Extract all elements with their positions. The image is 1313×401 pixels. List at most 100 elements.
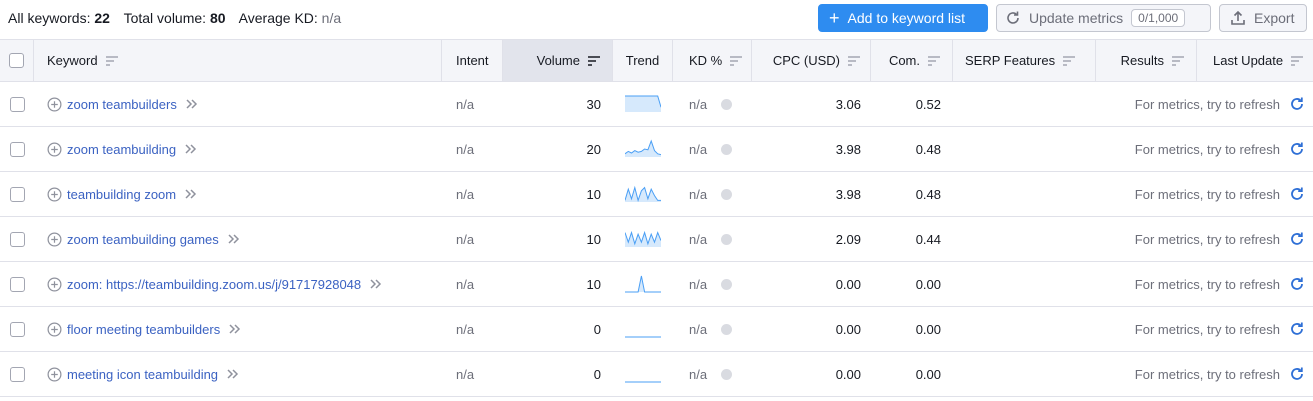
all-keywords-value: 22 xyxy=(94,10,110,26)
serp-features-cell xyxy=(953,307,1096,351)
add-keyword-icon[interactable] xyxy=(47,277,62,292)
column-header-trend: Trend xyxy=(613,40,673,81)
volume-cell: 10 xyxy=(586,231,601,247)
kd-indicator-dot xyxy=(721,368,733,380)
keyword-cell: teambuilding zoom xyxy=(34,172,442,216)
double-chevron-right-icon[interactable] xyxy=(369,278,383,290)
kd-value: n/a xyxy=(689,96,708,112)
keyword-link[interactable]: zoom teambuilders xyxy=(67,96,177,112)
average-kd-value: n/a xyxy=(321,10,342,26)
serp-features-cell xyxy=(953,172,1096,216)
keyword-cell: zoom teambuilding games xyxy=(34,217,442,261)
refresh-metrics-cell xyxy=(1289,127,1305,171)
column-header-serp-features[interactable]: SERP Features xyxy=(953,40,1096,81)
double-chevron-right-icon[interactable] xyxy=(227,233,241,245)
row-checkbox[interactable] xyxy=(9,231,25,247)
column-header-kd-label: KD % xyxy=(689,53,723,68)
refresh-icon[interactable] xyxy=(1289,186,1305,202)
table-row: teambuilding zoom n/a 10 n/a 3.98 0.48 F… xyxy=(0,172,1313,217)
kd-value: n/a xyxy=(689,141,708,157)
export-label: Export xyxy=(1254,10,1295,26)
add-keyword-icon[interactable] xyxy=(47,367,62,382)
row-select-cell xyxy=(0,352,34,396)
intent-cell: n/a xyxy=(456,96,475,112)
refresh-icon[interactable] xyxy=(1289,231,1305,247)
total-volume-value: 80 xyxy=(209,10,226,26)
row-checkbox[interactable] xyxy=(9,186,25,202)
row-select-cell xyxy=(0,127,34,171)
table-header: Keyword Intent Volume Trend KD % CPC (US… xyxy=(0,40,1313,82)
trend-sparkline xyxy=(625,381,661,383)
keyword-cell: zoom teambuilding xyxy=(34,127,442,171)
cpc-cell: 0.00 xyxy=(835,321,861,337)
volume-cell: 10 xyxy=(586,276,601,292)
keyword-link[interactable]: zoom teambuilding games xyxy=(67,231,219,247)
refresh-icon[interactable] xyxy=(1289,141,1305,157)
column-header-last-update[interactable]: Last Update xyxy=(1197,40,1313,81)
trend-line xyxy=(625,185,661,203)
volume-cell: 30 xyxy=(586,96,601,112)
kd-value: n/a xyxy=(689,366,708,382)
keyword-link[interactable]: teambuilding zoom xyxy=(67,186,177,202)
refresh-icon[interactable] xyxy=(1289,321,1305,337)
plus-icon: + xyxy=(829,8,840,28)
keyword-link[interactable]: floor meeting teambuilders xyxy=(67,321,221,337)
column-header-intent-label: Intent xyxy=(456,53,489,68)
row-checkbox[interactable] xyxy=(9,276,25,292)
row-checkbox[interactable] xyxy=(9,96,25,112)
intent-cell: n/a xyxy=(456,366,475,382)
com-cell: 0.48 xyxy=(915,186,941,202)
double-chevron-right-icon[interactable] xyxy=(184,188,198,200)
update-metrics-button[interactable]: Update metrics 0/1,000 xyxy=(996,4,1211,32)
export-button[interactable]: Export xyxy=(1219,4,1307,32)
add-keyword-icon[interactable] xyxy=(47,97,62,112)
keyword-table: Keyword Intent Volume Trend KD % CPC (US… xyxy=(0,39,1313,397)
kd-indicator-dot xyxy=(721,188,733,200)
add-keyword-icon[interactable] xyxy=(47,142,62,157)
column-header-cpc[interactable]: CPC (USD) xyxy=(752,40,871,81)
all-keywords-label: All keywords: xyxy=(8,10,91,26)
add-keyword-icon[interactable] xyxy=(47,232,62,247)
kd-cell: n/a xyxy=(673,307,752,351)
refresh-icon[interactable] xyxy=(1289,276,1305,292)
column-header-keyword[interactable]: Keyword xyxy=(34,40,442,81)
column-header-com[interactable]: Com. xyxy=(871,40,953,81)
trend-line xyxy=(625,139,661,156)
column-header-results-label: Results xyxy=(1120,53,1164,68)
kd-cell: n/a xyxy=(673,127,752,171)
trend-line xyxy=(625,275,661,293)
column-header-results[interactable]: Results xyxy=(1096,40,1197,81)
average-kd-label: Average KD: xyxy=(238,10,318,26)
row-checkbox[interactable] xyxy=(9,321,25,337)
refresh-metrics-cell xyxy=(1289,262,1305,306)
kd-cell: n/a xyxy=(673,352,752,396)
results-cell: For metrics, try to refresh xyxy=(1134,186,1280,202)
add-keyword-icon[interactable] xyxy=(47,322,62,337)
refresh-metrics-cell xyxy=(1289,307,1305,351)
keyword-link[interactable]: meeting icon teambuilding xyxy=(67,366,219,382)
trend-cell xyxy=(613,82,673,126)
trend-cell xyxy=(613,127,673,171)
row-checkbox[interactable] xyxy=(9,366,25,382)
column-header-kd[interactable]: KD % xyxy=(673,40,752,81)
double-chevron-right-icon[interactable] xyxy=(226,368,240,380)
row-checkbox[interactable] xyxy=(9,141,25,157)
column-header-volume[interactable]: Volume xyxy=(503,40,613,81)
cpc-cell: 0.00 xyxy=(835,276,861,292)
update-metrics-label: Update metrics xyxy=(1029,10,1124,26)
refresh-icon[interactable] xyxy=(1289,366,1305,382)
add-keyword-icon[interactable] xyxy=(47,187,62,202)
double-chevron-right-icon[interactable] xyxy=(184,143,198,155)
refresh-metrics-cell xyxy=(1289,172,1305,216)
keyword-link[interactable]: zoom: https://teambuilding.zoom.us/j/917… xyxy=(67,276,362,292)
select-all-checkbox[interactable] xyxy=(9,53,24,68)
double-chevron-right-icon[interactable] xyxy=(185,98,199,110)
refresh-icon[interactable] xyxy=(1289,96,1305,112)
double-chevron-right-icon[interactable] xyxy=(228,323,242,335)
add-to-keyword-list-button[interactable]: + Add to keyword list xyxy=(818,4,988,32)
row-select-cell xyxy=(0,262,34,306)
table-row: zoom teambuilders n/a 30 n/a 3.06 0.52 F… xyxy=(0,82,1313,127)
keyword-link[interactable]: zoom teambuilding xyxy=(67,141,177,157)
trend-sparkline xyxy=(625,139,661,157)
com-cell: 0.00 xyxy=(915,276,941,292)
